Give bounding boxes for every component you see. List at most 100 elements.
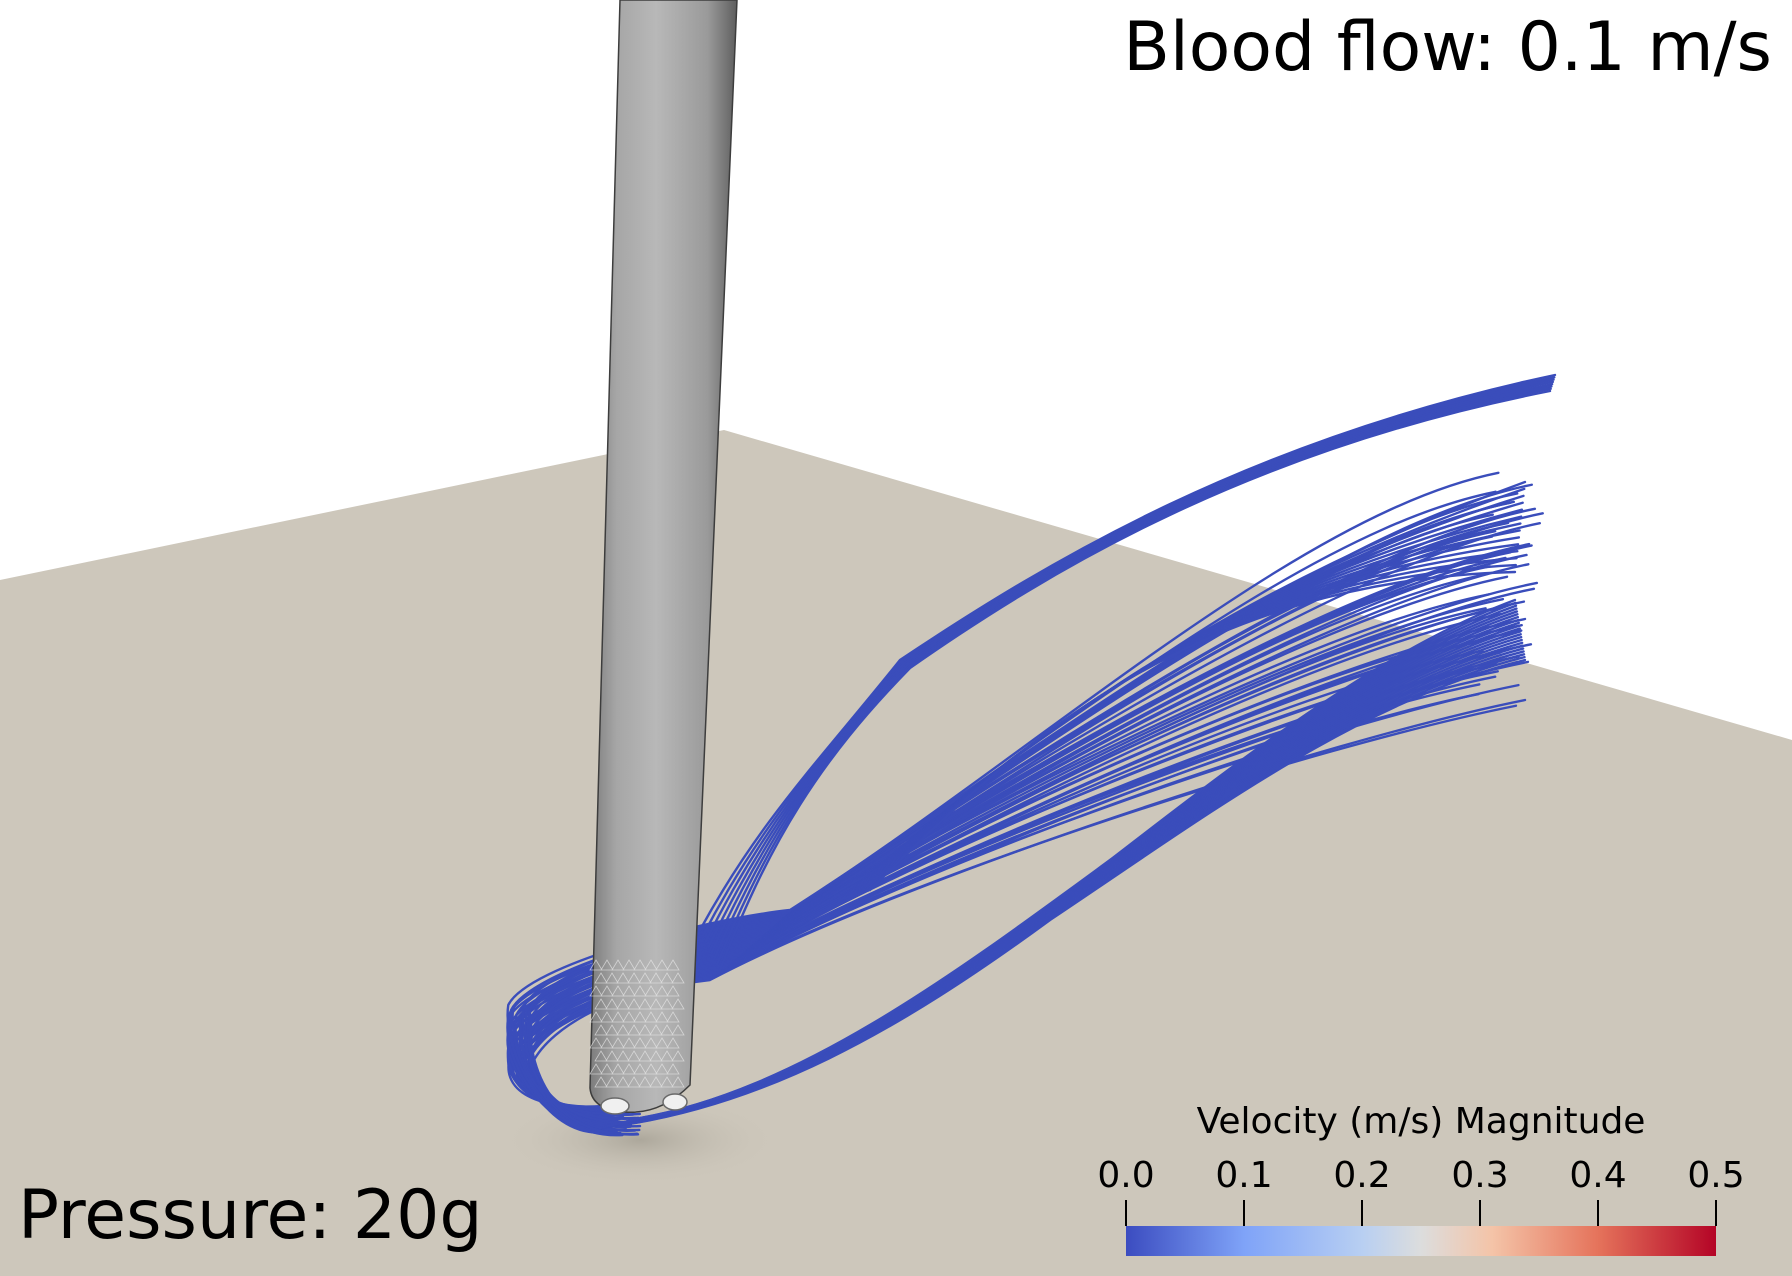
- probe-tip-facet: [589, 1011, 603, 1023]
- legend-color-bar: [1126, 1226, 1716, 1256]
- probe-tip-facet: [671, 972, 685, 984]
- legend-tick-label: 0.2: [1333, 1155, 1391, 1196]
- probe-tip-facet: [638, 998, 652, 1010]
- probe-tip-facet: [622, 1011, 636, 1023]
- probe-tip-facet: [644, 959, 658, 971]
- probe-tip-facet: [616, 1076, 630, 1088]
- probe-tip-facet: [660, 972, 674, 984]
- probe-tip-facet: [671, 1076, 685, 1088]
- probe-tip-facet: [666, 985, 680, 997]
- probe-tip-facet: [649, 1024, 663, 1036]
- probe-tip-facet: [616, 998, 630, 1010]
- legend-tick-label: 0.1: [1215, 1155, 1273, 1196]
- probe-tip-facet: [622, 985, 636, 997]
- probe-tip-facet: [600, 1011, 614, 1023]
- probe-tip-facet: [660, 1050, 674, 1062]
- legend-tick-label: 0.3: [1451, 1155, 1509, 1196]
- probe-tip-facet: [644, 1063, 658, 1075]
- probe-tip-facet: [655, 1063, 669, 1075]
- probe-tip-hole: [662, 1093, 688, 1111]
- streamline: [506, 593, 1491, 1123]
- probe-tip-facet: [605, 1024, 619, 1036]
- probe-tip-facet: [594, 972, 608, 984]
- probe-tip-facet: [589, 959, 603, 971]
- probe-tip-facet: [638, 1076, 652, 1088]
- probe-tip-facet: [655, 1011, 669, 1023]
- streamline: [704, 378, 1555, 943]
- probe-tip-facet: [666, 1011, 680, 1023]
- probe-tip-facet: [611, 1011, 625, 1023]
- color-legend: Velocity (m/s) Magnitude 0.0 0.1 0.2 0.3…: [1097, 1101, 1745, 1256]
- probe-tip-facet: [633, 1011, 647, 1023]
- streamline: [507, 692, 1480, 1110]
- probe-tip-facet: [649, 998, 663, 1010]
- probe-tip-facet: [666, 959, 680, 971]
- probe-tip-facet: [611, 1063, 625, 1075]
- probe-tip-facet: [633, 1063, 647, 1075]
- streamline: [514, 530, 1497, 1132]
- streamline: [506, 643, 1533, 1116]
- legend-tick-label: 0.4: [1569, 1155, 1627, 1196]
- probe-tip-facet: [622, 1063, 636, 1075]
- flow-rate-label: Blood flow: 0.1 m/s: [1123, 8, 1772, 87]
- probe-tip-facet: [627, 1050, 641, 1062]
- probe-tip-facet: [655, 959, 669, 971]
- probe-tip-facet: [627, 1024, 641, 1036]
- probe-tip-facet: [638, 1024, 652, 1036]
- legend-tick-label: 0.0: [1097, 1155, 1155, 1196]
- probe-tip-facet: [627, 1076, 641, 1088]
- legend-tick-mark: [1125, 1200, 1127, 1226]
- legend-tick-mark: [1715, 1200, 1717, 1226]
- probe-tip-facet: [671, 998, 685, 1010]
- probe-tip-facet: [660, 1024, 674, 1036]
- probe-tip-facet: [666, 1063, 680, 1075]
- probe-tip-facet: [644, 985, 658, 997]
- probe-tip-facet: [655, 1037, 669, 1049]
- streamline: [710, 382, 1554, 955]
- probe-tip-facet: [605, 972, 619, 984]
- probe-tip-hole: [600, 1097, 630, 1115]
- probe-tip-facet: [605, 998, 619, 1010]
- probe-tip-facet: [671, 1050, 685, 1062]
- probe-tip-facet: [638, 1050, 652, 1062]
- probe-tip-facet: [605, 1076, 619, 1088]
- probe-tip-facet: [600, 985, 614, 997]
- legend-tick-mark: [1597, 1200, 1599, 1226]
- pressure-label: Pressure: 20g: [18, 1176, 483, 1255]
- streamline: [715, 387, 1552, 966]
- probe-tip-facet: [633, 985, 647, 997]
- probe-tip-facet: [611, 959, 625, 971]
- probe-tip-facet: [605, 1050, 619, 1062]
- probe-tip-facet: [594, 1076, 608, 1088]
- probe-tip-facet: [600, 1037, 614, 1049]
- legend-tick-mark: [1479, 1200, 1481, 1226]
- probe-tip-facet: [644, 1037, 658, 1049]
- probe-tip-facet: [671, 1024, 685, 1036]
- probe-tip-facet: [660, 1076, 674, 1088]
- probe-tip-facet: [649, 1050, 663, 1062]
- streamline: [506, 542, 1531, 1130]
- probe-tip-facets: [589, 959, 685, 1088]
- streamline: [707, 380, 1555, 949]
- probe-tip-facet: [649, 972, 663, 984]
- probe-tip-facet: [600, 959, 614, 971]
- legend-tick-label: 0.5: [1687, 1155, 1745, 1196]
- probe-tip-facet: [655, 985, 669, 997]
- probe-tip-facet: [589, 985, 603, 997]
- probe-tip-facet: [616, 1024, 630, 1036]
- probe-tip-facet: [589, 1037, 603, 1049]
- probe-tip-facet: [600, 1063, 614, 1075]
- probe-tip-facet: [616, 972, 630, 984]
- legend-tick-mark: [1243, 1200, 1245, 1226]
- probe-tip-facet: [627, 998, 641, 1010]
- probe-tip-facet: [616, 1050, 630, 1062]
- probe-tip-facet: [644, 1011, 658, 1023]
- probe-tip-facet: [594, 998, 608, 1010]
- streamline: [528, 490, 1497, 1135]
- streamline: [713, 385, 1553, 960]
- probe-tip-facet: [594, 1050, 608, 1062]
- probe-tip-facet: [594, 1024, 608, 1036]
- probe-tip-facet: [633, 1037, 647, 1049]
- legend-title: Velocity (m/s) Magnitude: [1196, 1101, 1646, 1142]
